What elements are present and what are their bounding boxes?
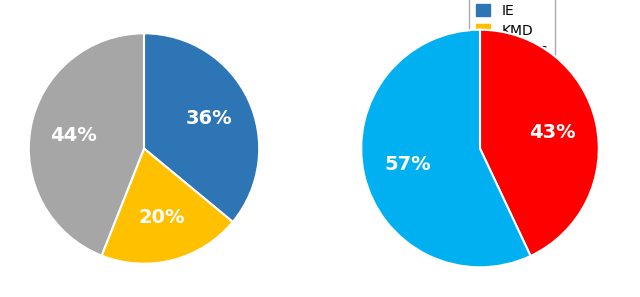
Wedge shape [144, 33, 259, 222]
Text: 57%: 57% [385, 155, 431, 174]
Text: 43%: 43% [529, 123, 575, 142]
Text: 20%: 20% [138, 208, 185, 227]
Legend: IE, KMD, Others: IE, KMD, Others [469, 0, 555, 64]
Text: 44%: 44% [51, 126, 97, 145]
Wedge shape [361, 30, 531, 267]
Wedge shape [29, 33, 144, 256]
Text: 36%: 36% [186, 109, 232, 128]
Wedge shape [480, 30, 599, 256]
Wedge shape [102, 148, 233, 264]
